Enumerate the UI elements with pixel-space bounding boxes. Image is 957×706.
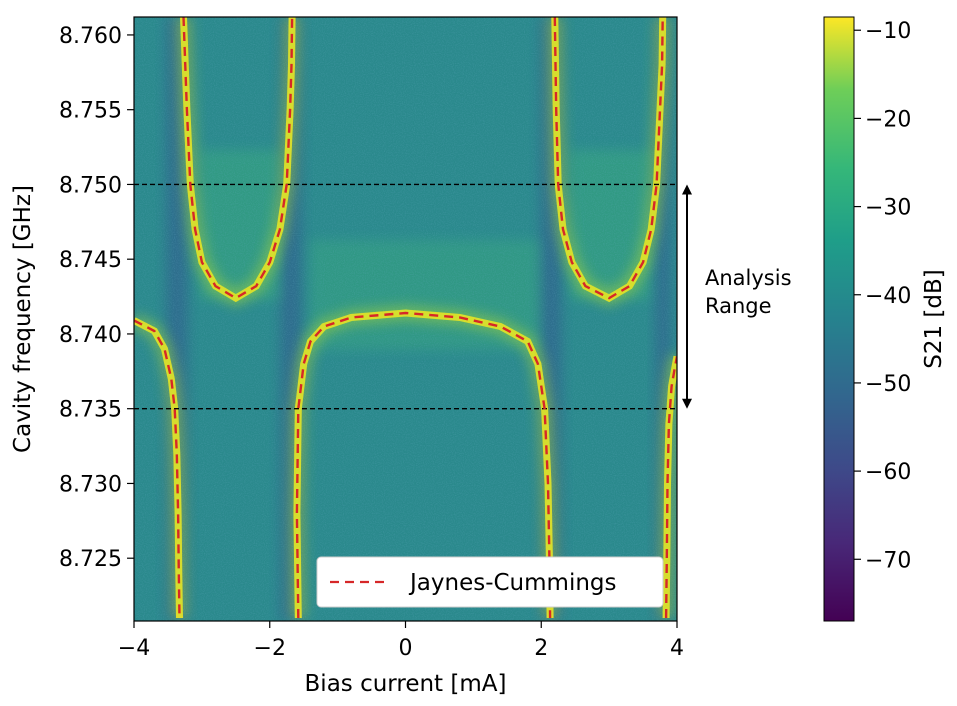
heatmap-image — [134, 17, 677, 621]
y-tick-label: 8.755 — [59, 99, 122, 124]
analysis-range-annotation: Analysis Range — [682, 184, 792, 409]
y-tick-label: 8.735 — [59, 398, 122, 423]
x-tick-label: 0 — [399, 636, 413, 661]
arrow-head-top — [682, 184, 692, 195]
legend: Jaynes-Cummings — [316, 556, 664, 608]
resonance-glow-trace — [176, 17, 300, 307]
colorbar-axis: −70 −60 −50 −40 −30 −20 −10 — [854, 19, 911, 573]
annotation-line1: Analysis — [705, 266, 792, 290]
y-axis: 8.725 8.730 8.735 8.740 8.745 8.750 8.755 8.760 — [59, 24, 134, 572]
colorbar — [823, 16, 855, 622]
legend-label: Jaynes-Cummings — [408, 570, 617, 596]
y-axis-label: Cavity frequency [GHz] — [10, 185, 36, 453]
colorbar-label: S21 [dB] — [921, 269, 947, 369]
y-tick-label: 8.740 — [59, 323, 122, 348]
y-tick-label: 8.730 — [59, 472, 122, 497]
colorbar-tick-label: −60 — [865, 460, 911, 485]
jc-fit-branch — [134, 319, 181, 619]
colorbar-tick-label: −40 — [865, 284, 911, 309]
resonance-glow-trace — [658, 354, 677, 619]
analysis-range-lines — [134, 183, 677, 410]
colorbar-tick-label: −50 — [865, 372, 911, 397]
arrow-head-bottom — [682, 398, 692, 409]
colorbar-tick-label: −10 — [865, 19, 911, 44]
colorbar-tick-label: −20 — [865, 107, 911, 132]
y-tick-label: 8.750 — [59, 173, 122, 198]
x-tick-label: 4 — [670, 636, 684, 661]
x-tick-label: 2 — [534, 636, 548, 661]
x-axis-label: Bias current [mA] — [305, 671, 507, 697]
colorbar-tick-label: −30 — [865, 196, 911, 221]
resonance-glow-trace — [547, 17, 671, 307]
jaynes-cummings-series — [134, 17, 677, 619]
x-tick-label: −4 — [118, 636, 150, 661]
x-axis: −4 −2 0 2 4 — [118, 621, 684, 661]
annotation-line2: Range — [705, 294, 772, 318]
x-tick-label: −2 — [254, 636, 286, 661]
y-tick-label: 8.745 — [59, 248, 122, 273]
y-tick-label: 8.725 — [59, 547, 122, 572]
colorbar-tick-label: −70 — [865, 548, 911, 573]
y-tick-label: 8.760 — [59, 24, 122, 49]
jc-fit-branch — [295, 311, 552, 619]
